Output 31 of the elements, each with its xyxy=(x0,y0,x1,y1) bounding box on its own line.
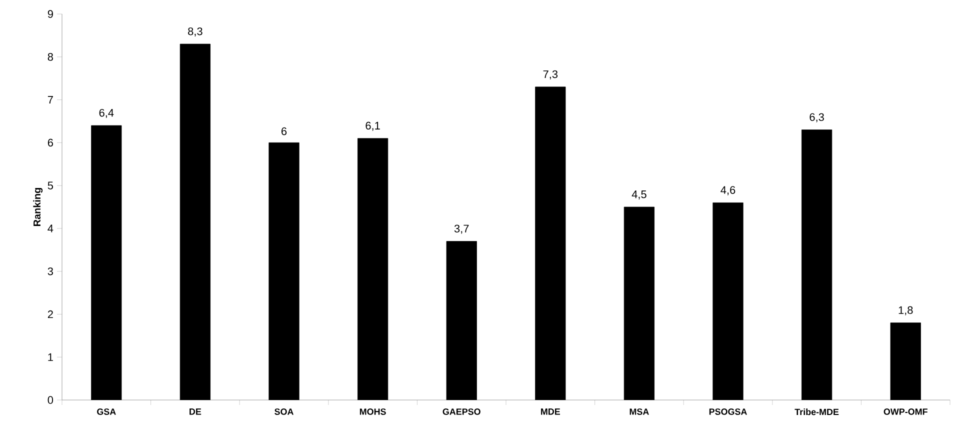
y-tick-label: 2 xyxy=(48,310,53,318)
x-tick-label: MDE xyxy=(541,408,560,415)
data-label: 6,1 xyxy=(366,122,380,131)
y-tick-label: 7 xyxy=(48,96,53,104)
x-tick-label: GAEPSO xyxy=(442,408,480,415)
x-tick-label: Tribe-MDE xyxy=(794,408,839,416)
y-tick-label: 5 xyxy=(48,182,54,190)
y-tick-label: 3 xyxy=(48,267,53,276)
x-tick-label: SOA xyxy=(274,408,294,415)
data-label: 4,6 xyxy=(720,186,736,196)
x-tick-label: OWP-OMF xyxy=(884,408,928,415)
y-tick-label: 1 xyxy=(48,353,53,361)
data-label: 7,3 xyxy=(543,70,558,80)
data-label: 6 xyxy=(282,127,287,136)
data-label: 3,7 xyxy=(454,224,469,234)
data-label: 8,3 xyxy=(188,27,202,37)
x-tick-label: MOHS xyxy=(360,408,386,415)
data-label: 1,8 xyxy=(898,306,913,316)
x-tick-label: DE xyxy=(190,408,202,415)
data-label: 4,5 xyxy=(632,190,646,200)
y-tick-label: 4 xyxy=(48,224,54,232)
x-tick-label: GSA xyxy=(97,408,116,415)
data-label: 6,3 xyxy=(810,113,824,122)
x-tick-label: PSOGSA xyxy=(709,408,747,415)
y-axis-title: Ranking xyxy=(33,188,43,226)
y-tick-label: 0 xyxy=(48,396,54,404)
y-tick-label: 8 xyxy=(48,53,53,61)
y-tick-label: 9 xyxy=(48,10,53,18)
y-tick-label: 6 xyxy=(48,138,53,147)
data-label: 6,4 xyxy=(99,108,114,118)
x-tick-label: MSA xyxy=(630,408,649,415)
